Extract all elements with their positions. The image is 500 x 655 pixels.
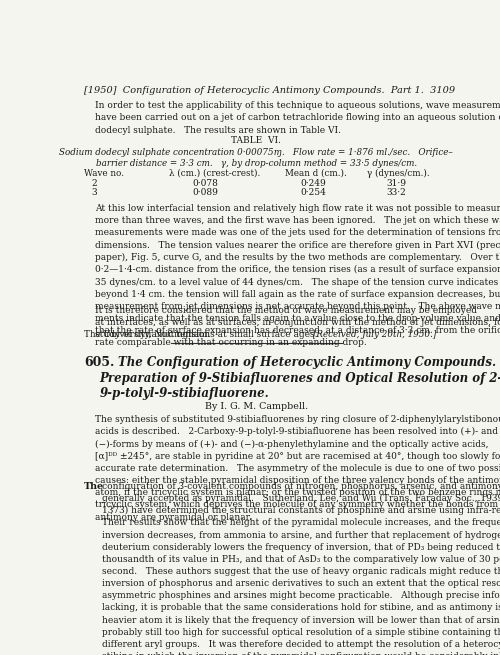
Text: [1950]  Configuration of Heterocyclic Antimony Compounds.  Part 1.  3109: [1950] Configuration of Heterocyclic Ant… xyxy=(84,86,455,95)
Text: TABLE  VI.: TABLE VI. xyxy=(231,136,281,145)
Text: 2: 2 xyxy=(92,179,97,188)
Text: 0·089: 0·089 xyxy=(192,188,218,197)
Text: The synthesis of substituted 9-stibiafluorenes by ring closure of 2-diphenylylar: The synthesis of substituted 9-stibiaflu… xyxy=(96,415,500,521)
Text: In order to test the applicability of this technique to aqueous solutions, wave : In order to test the applicability of th… xyxy=(96,102,500,134)
Text: 3: 3 xyxy=(92,188,97,197)
Text: γ (dynes/cm.).: γ (dynes/cm.). xyxy=(366,169,430,178)
Text: 33·2: 33·2 xyxy=(386,188,406,197)
Text: [Received, July 20th, 1950.]: [Received, July 20th, 1950.] xyxy=(313,330,436,339)
Text: configuration of 3-covalent compounds of nitrogen, phosphorus, arsenic, and anti: configuration of 3-covalent compounds of… xyxy=(102,481,500,655)
Text: The: The xyxy=(84,481,104,491)
Text: 0·249: 0·249 xyxy=(301,179,326,188)
Text: Wave no.: Wave no. xyxy=(84,169,124,178)
Text: λ (cm.) (crest-crest).: λ (cm.) (crest-crest). xyxy=(169,169,260,178)
Text: Mean d (cm.).: Mean d (cm.). xyxy=(286,169,347,178)
Text: 9-p-tolyl-9-stibiafluorene.: 9-p-tolyl-9-stibiafluorene. xyxy=(100,386,269,400)
Text: By I. G. M. Campbell.: By I. G. M. Campbell. xyxy=(204,402,308,411)
Text: At this low interfacial tension and relatively high flow rate it was not possibl: At this low interfacial tension and rela… xyxy=(96,204,500,347)
Text: Sodium dodecyl sulphate concentration 0·00075ɱ.   Flow rate = 1·876 ml./sec.   O: Sodium dodecyl sulphate concentration 0·… xyxy=(60,147,453,168)
Text: 605.: 605. xyxy=(84,356,114,369)
Text: 0·254: 0·254 xyxy=(301,188,326,197)
Text: 31·9: 31·9 xyxy=(386,179,406,188)
Text: The University, Nottingham.: The University, Nottingham. xyxy=(84,330,210,339)
Text: Preparation of 9-Stibiafluorenes and Optical Resolution of 2-Carboxy-: Preparation of 9-Stibiafluorenes and Opt… xyxy=(100,371,500,384)
Text: The Configuration of Heterocyclic Antimony Compounds.  Part I.: The Configuration of Heterocyclic Antimo… xyxy=(118,356,500,369)
Text: 0·078: 0·078 xyxy=(192,179,218,188)
Text: It is therefore considered that the method of wave measurement may be employed
a: It is therefore considered that the meth… xyxy=(96,306,500,339)
